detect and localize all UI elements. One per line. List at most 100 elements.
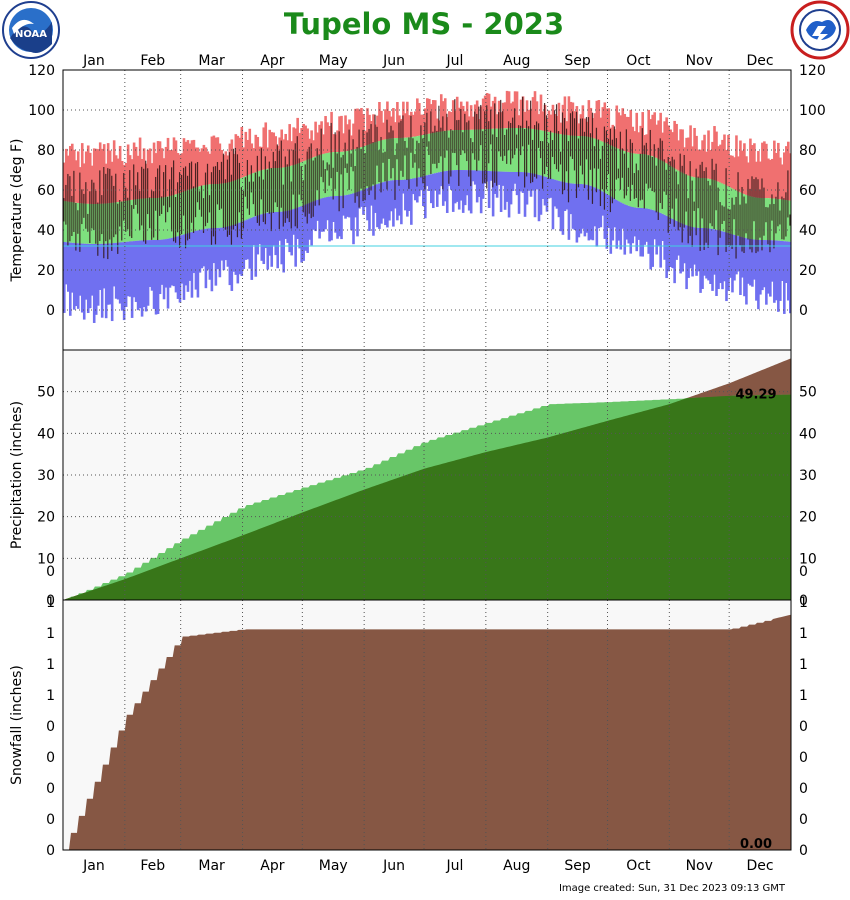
record-low-bar bbox=[402, 179, 405, 194]
record-low-bar bbox=[719, 230, 722, 284]
observed-temp-bar bbox=[388, 132, 390, 159]
observed-temp-bar bbox=[488, 121, 490, 164]
record-low-bar bbox=[138, 240, 142, 309]
observed-temp-bar bbox=[424, 122, 426, 190]
record-high-bar bbox=[302, 123, 305, 162]
observed-temp-bar bbox=[526, 120, 528, 177]
observed-temp-bar bbox=[103, 167, 105, 259]
observed-temp-bar bbox=[83, 193, 85, 218]
record-low-bar bbox=[180, 235, 184, 284]
record-high-bar bbox=[741, 150, 744, 194]
record-low-bar bbox=[332, 196, 335, 222]
record-high-bar bbox=[767, 158, 770, 199]
record-low-bar bbox=[723, 231, 726, 282]
observed-temp-bar bbox=[785, 192, 787, 237]
record-low-bar bbox=[378, 183, 381, 229]
normal-range-bar bbox=[216, 183, 220, 228]
record-high-bar bbox=[134, 146, 138, 200]
record-high-bar bbox=[761, 142, 764, 199]
record-low-bar bbox=[236, 223, 240, 284]
record-low-bar bbox=[204, 228, 208, 289]
record-high-bar bbox=[789, 153, 791, 201]
record-high-bar bbox=[344, 115, 347, 152]
record-low-bar bbox=[617, 201, 621, 241]
record-high-bar bbox=[396, 102, 399, 139]
observed-temp-bar bbox=[250, 165, 252, 193]
record-low-bar bbox=[268, 212, 272, 256]
observed-temp-bar bbox=[436, 130, 438, 169]
record-low-bar bbox=[250, 217, 254, 280]
observed-temp-bar bbox=[204, 172, 207, 227]
observed-temp-bar bbox=[512, 117, 514, 159]
record-low-bar bbox=[451, 170, 455, 212]
record-low-bar bbox=[639, 208, 643, 257]
record-high-bar bbox=[312, 140, 315, 158]
y-tick-label-right: 40 bbox=[799, 426, 817, 442]
observed-temp-bar bbox=[530, 100, 532, 184]
record-low-bar bbox=[388, 180, 391, 221]
record-high-bar bbox=[84, 151, 88, 204]
observed-temp-bar bbox=[186, 175, 189, 241]
record-low-bar bbox=[725, 232, 728, 302]
y-tick-label-left: 0 bbox=[46, 843, 55, 859]
observed-temp-bar bbox=[763, 187, 765, 236]
record-low-bar bbox=[172, 237, 176, 287]
record-low-bar bbox=[74, 243, 78, 307]
record-low-bar bbox=[507, 171, 511, 218]
record-high-bar bbox=[412, 114, 415, 137]
month-label-top: Jan bbox=[82, 53, 105, 69]
record-high-bar bbox=[404, 113, 407, 138]
observed-temp-bar bbox=[244, 177, 247, 197]
record-high-bar bbox=[240, 126, 244, 178]
y-tick-label-left: 0 bbox=[46, 303, 55, 319]
record-high-bar bbox=[715, 131, 718, 181]
observed-temp-bar bbox=[677, 184, 679, 231]
record-high-bar bbox=[751, 145, 754, 197]
record-high-bar bbox=[192, 139, 196, 189]
record-low-bar bbox=[773, 240, 776, 303]
observed-temp-bar bbox=[346, 163, 348, 173]
record-low-bar bbox=[338, 195, 341, 237]
record-low-bar bbox=[416, 177, 419, 203]
record-high-bar bbox=[667, 125, 670, 165]
observed-temp-bar bbox=[298, 158, 300, 195]
record-low-bar bbox=[747, 238, 750, 284]
record-low-bar bbox=[368, 187, 371, 231]
observed-temp-bar bbox=[266, 169, 268, 213]
observed-temp-bar bbox=[589, 133, 592, 170]
record-low-bar bbox=[142, 240, 146, 308]
record-low-bar bbox=[98, 243, 102, 290]
record-low-bar bbox=[70, 242, 74, 293]
observed-temp-bar bbox=[723, 206, 725, 221]
observed-temp-bar bbox=[557, 131, 560, 172]
observed-temp-bar bbox=[617, 168, 619, 179]
observed-temp-bar bbox=[434, 125, 436, 164]
observed-temp-bar bbox=[111, 175, 113, 251]
record-high-bar bbox=[160, 148, 164, 198]
record-high-bar bbox=[116, 158, 120, 203]
record-high-bar bbox=[356, 108, 359, 149]
y-tick-label-right: 120 bbox=[799, 63, 826, 79]
observed-temp-bar bbox=[541, 141, 544, 189]
record-high-bar bbox=[384, 109, 387, 140]
record-high-bar bbox=[200, 148, 204, 186]
observed-temp-bar bbox=[196, 162, 199, 203]
record-low-bar bbox=[336, 195, 339, 239]
observed-temp-bar bbox=[480, 104, 482, 146]
observed-temp-bar bbox=[733, 204, 735, 220]
record-high-bar bbox=[517, 115, 521, 129]
normal-range-bar bbox=[132, 199, 136, 242]
observed-temp-bar bbox=[141, 166, 143, 226]
record-low-bar bbox=[429, 174, 433, 204]
record-high-bar bbox=[509, 103, 513, 129]
record-high-bar bbox=[599, 117, 603, 141]
record-high-bar bbox=[777, 142, 780, 200]
record-low-bar bbox=[605, 193, 609, 249]
observed-temp-bar bbox=[729, 209, 731, 246]
y-tick-label-right: 20 bbox=[799, 263, 817, 279]
record-low-bar bbox=[731, 234, 734, 293]
y-tick-label-left: 20 bbox=[37, 263, 55, 279]
observed-temp-bar bbox=[65, 184, 67, 225]
y-tick-label-left: 40 bbox=[37, 426, 55, 442]
record-low-bar bbox=[228, 226, 232, 286]
